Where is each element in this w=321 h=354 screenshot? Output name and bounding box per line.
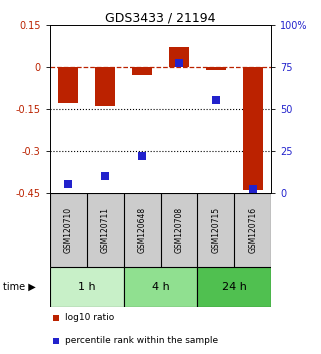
Text: percentile rank within the sample: percentile rank within the sample [65, 336, 218, 346]
Bar [50, 267, 124, 307]
Point [102, 173, 108, 179]
Point [177, 61, 182, 66]
Point [54, 315, 59, 321]
Text: 4 h: 4 h [152, 282, 169, 292]
Bar [124, 267, 197, 307]
Bar [243, 67, 263, 190]
Text: GSM120716: GSM120716 [248, 206, 257, 253]
Text: GSM120648: GSM120648 [137, 206, 147, 253]
Title: GDS3433 / 21194: GDS3433 / 21194 [105, 12, 216, 25]
Text: GSM120715: GSM120715 [211, 206, 221, 253]
Text: GSM120711: GSM120711 [100, 207, 110, 253]
Text: GSM120708: GSM120708 [174, 206, 184, 253]
Text: 1 h: 1 h [78, 282, 95, 292]
Bar [58, 67, 78, 103]
Text: time ▶: time ▶ [3, 282, 36, 292]
Point [250, 187, 256, 192]
Bar [132, 67, 152, 75]
Point [213, 97, 218, 103]
Point [140, 153, 145, 159]
Text: GSM120710: GSM120710 [64, 206, 73, 253]
Point [66, 182, 71, 187]
Text: 24 h: 24 h [222, 282, 247, 292]
Bar [95, 67, 115, 106]
Bar [206, 67, 226, 69]
Text: log10 ratio: log10 ratio [65, 313, 115, 322]
Bar [197, 267, 271, 307]
Point [54, 338, 59, 344]
Bar [169, 47, 189, 67]
